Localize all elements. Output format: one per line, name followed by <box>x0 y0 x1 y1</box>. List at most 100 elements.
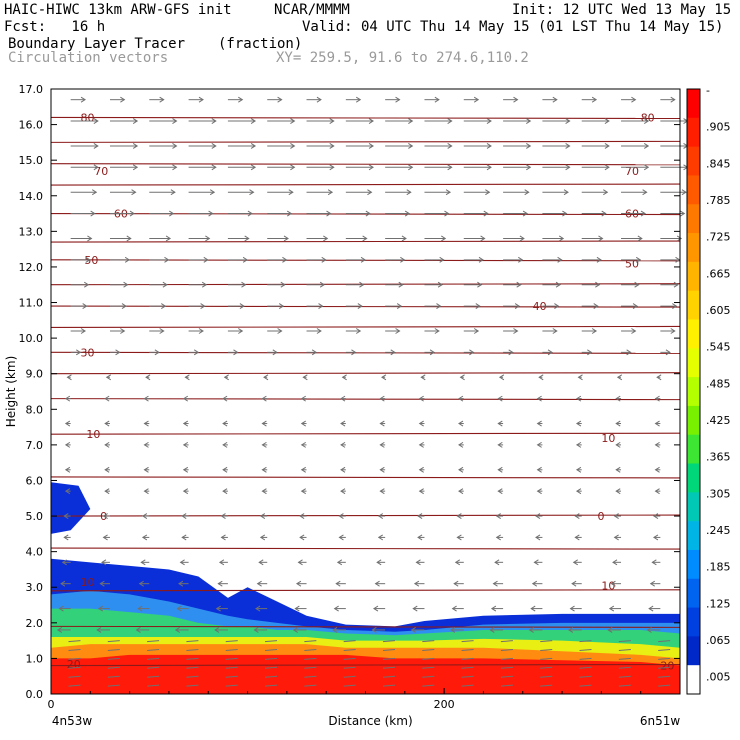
vector-head <box>408 164 414 171</box>
colorbar-border <box>686 88 701 695</box>
vector-head <box>129 210 135 217</box>
vector-head <box>83 281 90 288</box>
vector-head <box>282 256 288 263</box>
vector-head <box>632 303 638 310</box>
vector-head <box>143 420 149 427</box>
vector-head <box>497 441 503 448</box>
boundary-layer-vector <box>382 640 396 643</box>
boundary-layer-vector <box>618 649 631 652</box>
vector-head <box>653 534 659 541</box>
vector-head <box>64 441 71 448</box>
boundary-layer-vector <box>540 649 553 652</box>
y-tick-label: 5.0 <box>26 510 44 523</box>
boundary-layer-vector <box>422 649 435 652</box>
colorbar-label: .245 <box>706 524 731 537</box>
y-tick-label: 15.0 <box>19 154 44 167</box>
colorbar-swatch <box>687 233 700 263</box>
vector-head <box>333 605 339 612</box>
vectors-label: Circulation vectors <box>8 50 169 66</box>
vector-head <box>172 164 178 171</box>
vector-head <box>218 559 225 566</box>
vector-head <box>141 513 148 519</box>
vector-head <box>565 143 571 149</box>
vector-head <box>222 420 228 427</box>
vector-head <box>569 605 575 612</box>
isotherm-label: 20 <box>660 660 674 673</box>
isotherm-label: 30 <box>80 346 94 359</box>
colorbar-swatch <box>687 492 700 522</box>
cross-section-endpoints: XY= 259.5, 91.6 to 274.6,110.2 <box>276 50 529 66</box>
vector-head <box>272 349 278 356</box>
y-axis: 0.0 1.0 2.0 3.0 4.0 5.0 6.0 7.0 8.0 9.0 10.0 11.0 12… <box>4 83 680 701</box>
y-tick-label: 8.0 <box>26 403 44 416</box>
colorbar-label: .785 <box>706 194 731 207</box>
vector-head <box>665 349 671 356</box>
boundary-layer-vector <box>618 675 631 678</box>
isotherm-label: 70 <box>625 165 639 178</box>
vector-head <box>574 513 580 519</box>
vector-head <box>261 488 267 495</box>
vector-head <box>591 328 598 334</box>
vector-head <box>172 143 178 149</box>
vector-head <box>608 605 615 612</box>
vector-head <box>211 118 217 124</box>
vector-head <box>376 559 382 566</box>
vector-head <box>495 534 501 541</box>
vector-head <box>355 328 362 334</box>
boundary-layer-vector <box>304 657 317 660</box>
vector-head <box>143 466 149 473</box>
y-tick-label: 12.0 <box>19 261 44 274</box>
vector-head <box>238 96 244 103</box>
endpoint-right-label: 6n51w <box>640 714 681 728</box>
vector-head <box>318 303 324 310</box>
vector-head <box>259 534 266 541</box>
vector-head <box>598 235 604 242</box>
vector-head <box>615 420 621 427</box>
isotherm-line <box>50 163 681 166</box>
vector-head <box>604 164 610 171</box>
vector-head <box>526 164 532 171</box>
isotherm-label: 70 <box>94 165 108 178</box>
vector-head <box>408 143 414 149</box>
vector-head <box>536 488 542 495</box>
vector-head <box>182 466 189 473</box>
vector-head <box>58 605 64 612</box>
colorbar-label: .725 <box>706 231 731 244</box>
vector-head <box>193 349 200 356</box>
vector-head <box>379 395 385 402</box>
vector-head <box>404 210 411 217</box>
boundary-layer-vector <box>540 657 553 660</box>
boundary-layer-vector <box>500 666 513 669</box>
vector-head <box>96 627 102 633</box>
vector-head <box>649 580 656 587</box>
vector-head <box>672 303 678 310</box>
y-tick-label: 2.0 <box>26 617 44 630</box>
vector-head <box>120 96 126 103</box>
vector-head <box>524 189 530 196</box>
vector-head <box>359 281 365 288</box>
vector-head <box>514 303 521 310</box>
vector-head <box>395 328 401 334</box>
isotherm-label: 10 <box>601 432 615 445</box>
vector-head <box>211 164 217 171</box>
vector-head <box>473 328 480 334</box>
vector-head <box>104 441 110 448</box>
vector-head <box>535 513 541 519</box>
tracer-band-red <box>51 654 680 694</box>
vector-head <box>680 210 686 217</box>
y-tick-label: 3.0 <box>26 581 44 594</box>
vector-head <box>429 349 436 356</box>
vector-head <box>640 210 646 217</box>
boundary-layer-vector <box>225 666 238 669</box>
vector-head <box>522 210 529 217</box>
vector-head <box>340 441 346 448</box>
vector-head <box>637 235 643 242</box>
boundary-layer-vector <box>618 657 631 660</box>
vector-head <box>250 164 257 171</box>
boundary-layer-vector <box>422 666 435 669</box>
boundary-layer-vector <box>500 649 513 652</box>
vector-head <box>492 580 498 587</box>
vector-head <box>574 534 580 541</box>
vector-head <box>214 627 220 633</box>
vector-head <box>259 513 266 519</box>
